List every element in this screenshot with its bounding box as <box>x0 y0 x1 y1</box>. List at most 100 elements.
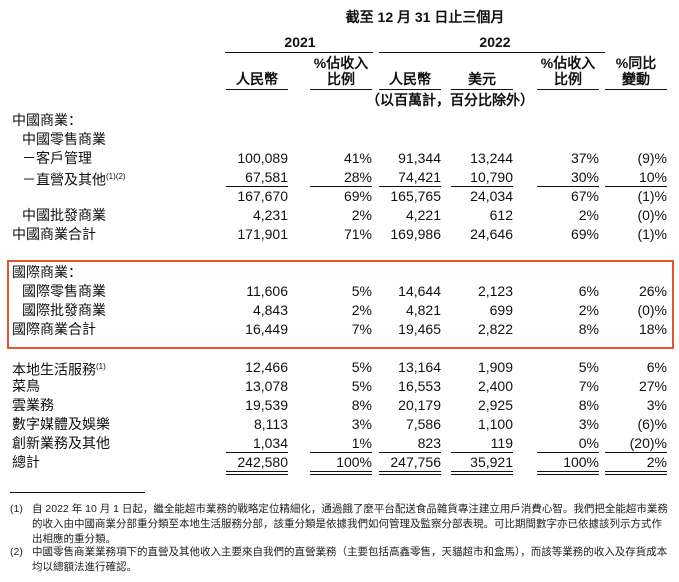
label-text: 雲業務 <box>12 397 54 413</box>
column-header: 美元 <box>468 71 496 87</box>
cell: 6% <box>578 283 599 299</box>
rule <box>537 471 599 472</box>
cell: 100,089 <box>237 150 288 166</box>
rule <box>225 52 373 53</box>
label-text: 中國零售商業 <box>22 131 106 147</box>
label-text: 國際商業合計 <box>12 321 96 337</box>
cell: 2,822 <box>477 321 513 337</box>
rule <box>537 89 599 90</box>
row-label: 國際商業： <box>12 263 82 281</box>
cell: 69% <box>570 226 599 242</box>
cell: 6% <box>646 359 667 375</box>
cell: 3% <box>578 416 599 432</box>
rule <box>379 186 441 187</box>
cell: 20,179 <box>398 397 441 413</box>
cell: 119 <box>490 435 513 451</box>
cell: 169,986 <box>390 226 441 242</box>
cell: 100% <box>336 454 372 470</box>
rule <box>451 474 513 475</box>
rule <box>537 474 599 475</box>
rule <box>226 452 288 453</box>
column-header: %同比 <box>615 55 657 71</box>
row-label: －客戶管理 <box>22 149 92 167</box>
label-text: －直營及其他 <box>22 171 106 188</box>
cell: 7% <box>351 321 372 337</box>
cell: 2% <box>351 207 372 223</box>
cell: 0% <box>578 435 599 451</box>
rule <box>605 89 667 90</box>
column-header: 比例 <box>554 71 582 87</box>
cell: 171,901 <box>237 226 288 242</box>
cell: 2% <box>646 454 667 470</box>
cell: 2,123 <box>477 283 513 299</box>
row-label: 總計 <box>12 453 40 471</box>
rule <box>310 452 372 453</box>
cell: 13,244 <box>470 150 513 166</box>
rule <box>379 474 441 475</box>
cell: 41% <box>343 150 372 166</box>
cell: (20)% <box>629 435 667 451</box>
cell: 7,586 <box>405 416 441 432</box>
rule <box>451 89 513 90</box>
cell: 699 <box>489 302 513 318</box>
label-text: 總計 <box>12 454 40 470</box>
year: 2021 <box>284 34 316 50</box>
rule <box>379 89 441 90</box>
cell: 11,606 <box>246 283 288 299</box>
row-label: 中國零售商業 <box>22 130 106 148</box>
cell: 4,821 <box>405 302 441 318</box>
cell: 2% <box>578 302 599 318</box>
column-header: %佔收入 <box>313 55 369 71</box>
cell: 8% <box>578 321 599 337</box>
cell: 5% <box>351 378 372 394</box>
column-header: 人民幣 <box>236 71 278 87</box>
cell: (6)% <box>637 416 667 432</box>
cell: 5% <box>351 359 372 375</box>
rule <box>310 474 372 475</box>
cell: 10,790 <box>470 169 513 185</box>
label-text: 創新業務及其他 <box>12 435 110 451</box>
cell: 91,344 <box>398 150 441 166</box>
unit-note: （以百萬計，百分比除外） <box>366 92 534 108</box>
cell: 4,231 <box>252 207 288 223</box>
cell: 100% <box>563 454 599 470</box>
rule <box>226 471 288 472</box>
label-text: 數字媒體及娛樂 <box>12 416 110 432</box>
column-header: 變動 <box>622 71 650 87</box>
column-header: %佔收入 <box>540 55 596 71</box>
cell: 3% <box>646 397 667 413</box>
row-label: 中國商業合計 <box>12 225 96 243</box>
cell: 27% <box>638 378 667 394</box>
cell: 19,539 <box>245 397 288 413</box>
period-title: 截至 12 月 31 日止三個月 <box>345 9 505 25</box>
cell: 8% <box>351 397 372 413</box>
cell: 30% <box>570 169 599 185</box>
rule <box>605 186 667 187</box>
rule <box>605 452 667 453</box>
cell: 165,765 <box>390 188 441 204</box>
highlight-box <box>7 260 674 349</box>
cell: 1% <box>351 435 372 451</box>
cell: 74,421 <box>398 169 441 185</box>
cell: 10% <box>638 169 667 185</box>
label-text: 中國商業： <box>12 112 82 128</box>
cell: 2,925 <box>477 397 513 413</box>
cell: 4,843 <box>252 302 288 318</box>
cell: (1)% <box>637 188 667 204</box>
cell: 12,466 <box>245 359 288 375</box>
label-text: 菜鳥 <box>12 378 40 394</box>
row-label: 數字媒體及娛樂 <box>12 415 110 433</box>
footnote-text: 中國零售商業業務項下的直營及其他收入主要來自我們的直營業務（主要包括高鑫零售，天… <box>32 546 668 573</box>
rule <box>605 474 667 475</box>
rule <box>451 452 513 453</box>
cell: 18% <box>638 321 667 337</box>
cell: (0)% <box>637 207 667 223</box>
cell: (1)% <box>637 226 667 242</box>
cell: 612 <box>489 207 513 223</box>
cell: 13,078 <box>245 378 288 394</box>
row-label: 國際批發商業 <box>22 301 106 319</box>
column-header: 人民幣 <box>389 71 431 87</box>
note-ref: (1)(2) <box>106 172 126 181</box>
cell: 2% <box>351 302 372 318</box>
cell: 1,100 <box>477 416 513 432</box>
